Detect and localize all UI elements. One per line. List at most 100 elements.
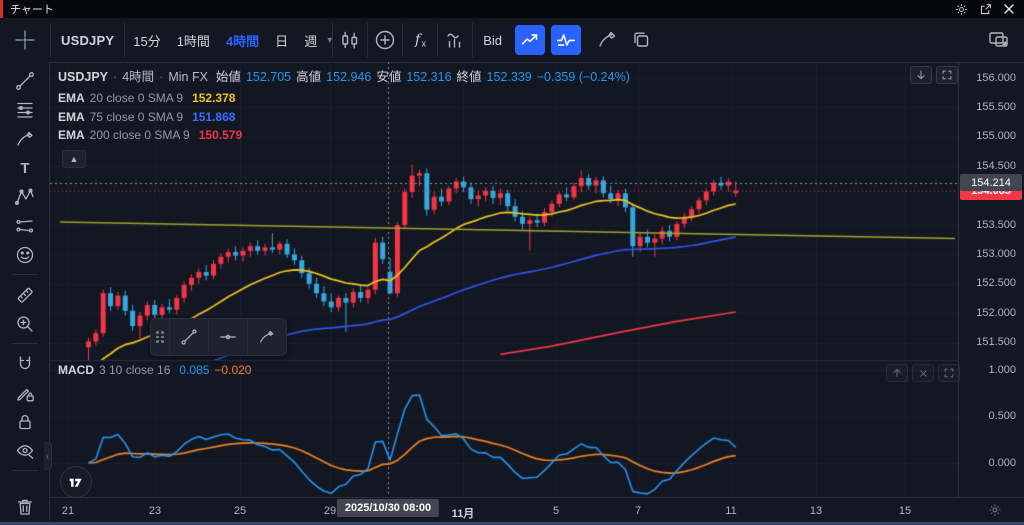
ema20-params: 20 close 0 SMA 9 (89, 91, 184, 105)
close-label: 終値 (456, 70, 482, 84)
ema20-legend-row[interactable]: EMA 20 close 0 SMA 9 152.378 (58, 91, 630, 110)
drawing-sidebar: T (0, 62, 50, 525)
ema200-params: 200 close 0 SMA 9 (89, 128, 190, 142)
forecast-tool[interactable] (0, 211, 50, 240)
macd-tick-label: 0.000 (988, 456, 1016, 469)
price-tick-label: 152.500 (976, 277, 1016, 290)
macd-maximize-button[interactable] (938, 364, 960, 382)
timeframe-1d[interactable]: 日 (275, 33, 289, 49)
main-legend: USDJPY · 4時間 · Min FX 始値 152.705 高値 152.94… (58, 66, 630, 147)
ema200-name: EMA (58, 128, 85, 142)
trend-chart-mode-button[interactable] (515, 25, 546, 55)
open-value: 152.705 (245, 70, 292, 84)
compare-add-button[interactable] (368, 24, 402, 56)
symbol-legend-row[interactable]: USDJPY · 4時間 · Min FX 始値 152.705 高値 152.94… (58, 66, 630, 85)
lock-all-drawings-tool[interactable] (0, 407, 50, 436)
ema20-value: 152.378 (192, 91, 236, 105)
toolbar-drag-handle[interactable] (151, 319, 170, 355)
price-axis[interactable]: 156.000 155.500 155.000 154.500 153.500 153.0… (958, 62, 1024, 497)
settings-icon[interactable] (954, 2, 968, 16)
ema75-value: 151.868 (192, 109, 236, 124)
pulse-chart-mode-button[interactable] (551, 25, 582, 55)
zoom-in-tool[interactable] (0, 309, 50, 338)
trend-line-tool[interactable] (0, 66, 50, 95)
timeframe-1w[interactable]: 週 (304, 33, 318, 49)
window-title: チャート (10, 4, 54, 16)
magnet-mode-tool[interactable] (0, 349, 50, 378)
ema75-name: EMA (58, 109, 85, 124)
macd-close-button[interactable] (912, 364, 934, 382)
toolbar-separator (437, 23, 439, 57)
xabcd-pattern-tool[interactable] (0, 182, 50, 211)
time-tick-label: 21 (61, 505, 75, 517)
time-tick-label: 23 (148, 505, 162, 517)
brush-draw-tool[interactable] (0, 124, 50, 153)
horizontal-line-quick-tool[interactable] (209, 319, 248, 355)
ema75-legend-row[interactable]: EMA 75 close 0 SMA 9 151.868 (58, 110, 630, 129)
titlebar-controls (954, 2, 1016, 16)
tradingview-logo[interactable] (60, 466, 92, 498)
brush-tool-button[interactable] (590, 24, 624, 56)
price-tick-label: 152.000 (976, 306, 1016, 319)
hide-drawings-tool[interactable] (0, 436, 50, 465)
pane-maximize-button[interactable] (936, 66, 958, 84)
remove-drawings-tool[interactable] (0, 492, 50, 521)
time-tick-label: 7 (634, 505, 642, 517)
ema75-params: 75 close 0 SMA 9 (89, 109, 184, 124)
high-value: 152.946 (326, 70, 372, 84)
sidebar-divider (11, 274, 38, 275)
low-value: 152.316 (406, 70, 452, 84)
price-tick-label: 153.500 (976, 218, 1016, 231)
macd-move-up-button[interactable] (886, 364, 908, 382)
toolbar-separator (402, 23, 404, 57)
symbol-button[interactable]: USDJPY (61, 32, 115, 48)
macd-name: MACD (58, 363, 94, 377)
time-axis[interactable]: 21 23 25 29 11月 5 7 11 13 15 (50, 497, 1024, 525)
price-tick-label: 151.500 (976, 336, 1016, 349)
macd-signal-value: −0.020 (214, 363, 252, 377)
ema200-legend-row[interactable]: EMA 200 close 0 SMA 9 150.579 (58, 128, 630, 147)
legend-separator: · (113, 70, 118, 84)
ema200-value: 150.579 (198, 128, 243, 142)
brush-quick-tool[interactable] (248, 319, 286, 355)
toolbar-separator (367, 23, 369, 57)
measure-ruler-tool[interactable] (0, 280, 50, 309)
emoji-tool[interactable] (0, 240, 50, 269)
ema20-name: EMA (58, 91, 85, 105)
titlebar: チャート (0, 0, 1024, 18)
fib-retracement-tool[interactable] (0, 95, 50, 124)
time-tick-label: 25 (233, 505, 247, 517)
svg-text:x: x (422, 39, 427, 49)
text-tool[interactable]: T (0, 153, 50, 182)
indicator-templates-button[interactable] (438, 24, 472, 56)
legend-separator: · (159, 70, 164, 84)
sidebar-collapse-handle[interactable]: ‹ (44, 442, 52, 470)
toolbar-separator (472, 23, 474, 57)
timeframe-4h[interactable]: 4時間 (225, 33, 260, 49)
open-external-icon[interactable] (978, 2, 992, 16)
trend-line-quick-tool[interactable] (170, 319, 209, 355)
close-icon[interactable] (1002, 2, 1016, 16)
drawing-mode-lock-tool[interactable] (0, 378, 50, 407)
macd-legend[interactable]: MACD 3 10 close 16 0.085 −0.020 (58, 363, 251, 382)
window-bottom-edge (0, 522, 1024, 525)
timeframe-15m[interactable]: 15分 (133, 33, 161, 49)
chevron-down-icon[interactable]: ▾ (327, 34, 333, 46)
multichart-layout-button[interactable] (982, 24, 1016, 56)
axis-settings-gear-icon[interactable] (988, 503, 1002, 522)
legend-collapse-button[interactable]: ▲ (62, 150, 86, 168)
macd-tick-label: 0.500 (988, 410, 1016, 422)
candle-style-button[interactable] (333, 24, 367, 56)
chart-canvas[interactable] (50, 62, 1024, 525)
pane-move-down-button[interactable] (910, 66, 932, 84)
crosshair-time-label: 2025/10/30 08:00 (336, 499, 440, 517)
copy-layout-button[interactable] (624, 24, 658, 56)
titlebar-accent (0, 0, 3, 18)
timeframe-1h[interactable]: 1時間 (176, 33, 210, 49)
bid-button[interactable]: Bid (483, 32, 503, 48)
crosshair-tool-button[interactable] (0, 24, 50, 56)
price-tick-label: 156.000 (976, 71, 1016, 84)
svg-text:T: T (20, 160, 29, 177)
low-label: 安値 (376, 70, 402, 84)
